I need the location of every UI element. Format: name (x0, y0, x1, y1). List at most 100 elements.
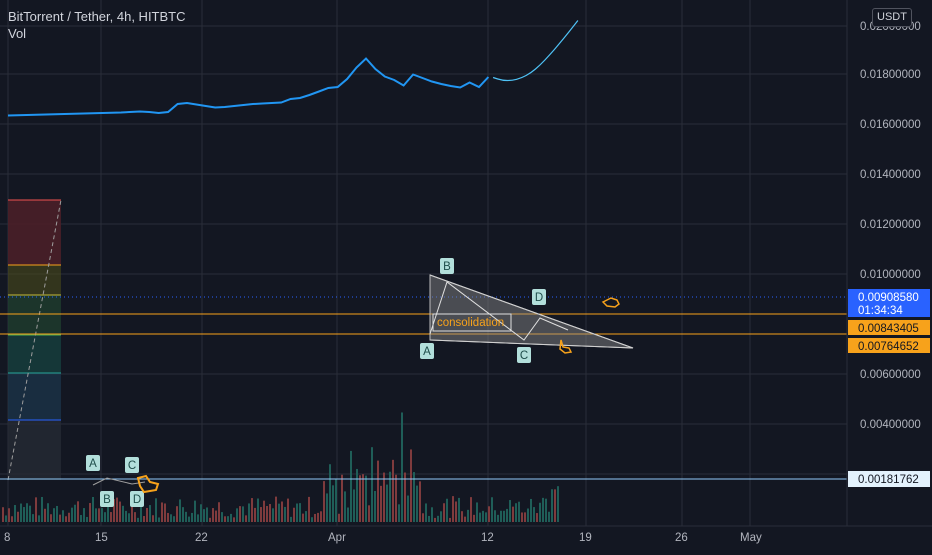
volume-bar (215, 510, 217, 522)
volume-bar (38, 515, 40, 522)
volume-bar (53, 508, 55, 522)
volume-bar (437, 515, 439, 522)
small-point-label-c[interactable]: C (125, 457, 139, 473)
volume-bar (227, 516, 229, 522)
volume-bar (167, 512, 169, 522)
volume-bar (383, 472, 385, 522)
volume-bar (329, 464, 331, 522)
volume-bar (491, 497, 493, 522)
abcd-zigzag[interactable] (429, 281, 569, 341)
volume-bar (317, 512, 319, 522)
volume-bar (545, 498, 547, 522)
volume-bar (50, 514, 52, 522)
volume-bar (404, 472, 406, 522)
volume-bar (17, 511, 19, 522)
volume-bar (320, 511, 322, 522)
volume-bar (80, 515, 82, 522)
volume-bar (536, 513, 538, 522)
volume-bar (302, 513, 304, 522)
price-scale[interactable]: 0.02000000 0.01800000 0.01600000 0.01400… (846, 0, 932, 526)
point-label-d[interactable]: D (532, 289, 546, 305)
volume-bar (203, 509, 205, 522)
volume-bar (239, 506, 241, 522)
volume-bar (35, 497, 37, 522)
point-label-b[interactable]: B (440, 258, 454, 274)
volume-bar (179, 499, 181, 522)
range-box[interactable] (7, 199, 62, 481)
volume-bar (188, 516, 190, 522)
volume-bar (113, 499, 115, 522)
symbol-title[interactable]: BitTorrent / Tether, 4h, HITBTC (8, 9, 186, 24)
volume-bar (449, 517, 451, 522)
volume-bar (338, 513, 340, 522)
volume-bar (380, 485, 382, 522)
small-point-label-b[interactable]: B (100, 491, 114, 507)
volume-bar (539, 502, 541, 522)
volume-bar (419, 481, 421, 522)
volume-bar (314, 513, 316, 522)
volume-bar (2, 507, 4, 522)
volume-bar (548, 511, 550, 522)
volume-bar (362, 474, 364, 522)
projection-curve[interactable] (492, 20, 579, 82)
point-label-c[interactable]: C (517, 347, 531, 363)
volume-bar (254, 507, 256, 522)
volume-bar (332, 485, 334, 522)
svg-text:0.01600000: 0.01600000 (860, 119, 921, 131)
volume-bar (551, 489, 553, 522)
volume-bar (515, 503, 517, 522)
volume-bar (452, 496, 454, 522)
volume-bar (185, 511, 187, 522)
hand-pointer-icon[interactable] (136, 474, 160, 494)
volume-bar (296, 503, 298, 522)
volume-bar (116, 497, 118, 522)
volume-bar (305, 511, 307, 522)
small-point-label-d[interactable]: D (130, 491, 144, 507)
volume-bar (41, 496, 43, 522)
volume-bar (107, 501, 109, 522)
currency-button[interactable]: USDT (872, 8, 912, 27)
volume-bars (2, 412, 559, 522)
svg-text:0.00400000: 0.00400000 (860, 419, 921, 431)
volume-bar (110, 512, 112, 522)
volume-bar (281, 501, 283, 522)
svg-text:0.01800000: 0.01800000 (860, 69, 921, 81)
consolidation-box[interactable] (432, 313, 512, 332)
volume-bar (11, 516, 13, 522)
volume-bar (137, 517, 139, 522)
volume-bar (155, 498, 157, 522)
volume-bar (248, 503, 250, 522)
volume-bar (86, 516, 88, 522)
volume-bar (497, 514, 499, 522)
volume-bar (287, 498, 289, 522)
hand-pointer-icon[interactable] (559, 339, 573, 354)
volume-bar (479, 512, 481, 522)
consolidation-label[interactable]: consolidation (437, 317, 504, 329)
volume-bar (335, 478, 337, 522)
volume-bar (77, 501, 79, 522)
time-scale[interactable]: 8 15 22 Apr 12 19 26 May (0, 525, 932, 550)
volume-bar (506, 508, 508, 522)
volume-bar (359, 475, 361, 522)
volume-bar (218, 502, 220, 522)
volume-bar (263, 500, 265, 522)
volume-bar (20, 503, 22, 522)
volume-bar (101, 508, 103, 522)
svg-text:0.00764652: 0.00764652 (858, 341, 919, 353)
hand-pointer-icon[interactable] (601, 297, 620, 308)
small-point-label-a[interactable]: A (86, 455, 100, 471)
volume-bar (29, 505, 31, 522)
volume-bar (428, 515, 430, 522)
volume-bar (191, 512, 193, 522)
chart-legend[interactable]: BitTorrent / Tether, 4h, HITBTC Vol (8, 8, 186, 42)
volume-bar (59, 514, 61, 522)
volume-bar (464, 516, 466, 522)
price-line[interactable] (7, 57, 490, 117)
volume-bar (236, 508, 238, 522)
point-label-a[interactable]: A (420, 343, 434, 359)
volume-indicator-label[interactable]: Vol (8, 26, 27, 41)
volume-bar (290, 516, 292, 522)
volume-bar (494, 510, 496, 522)
